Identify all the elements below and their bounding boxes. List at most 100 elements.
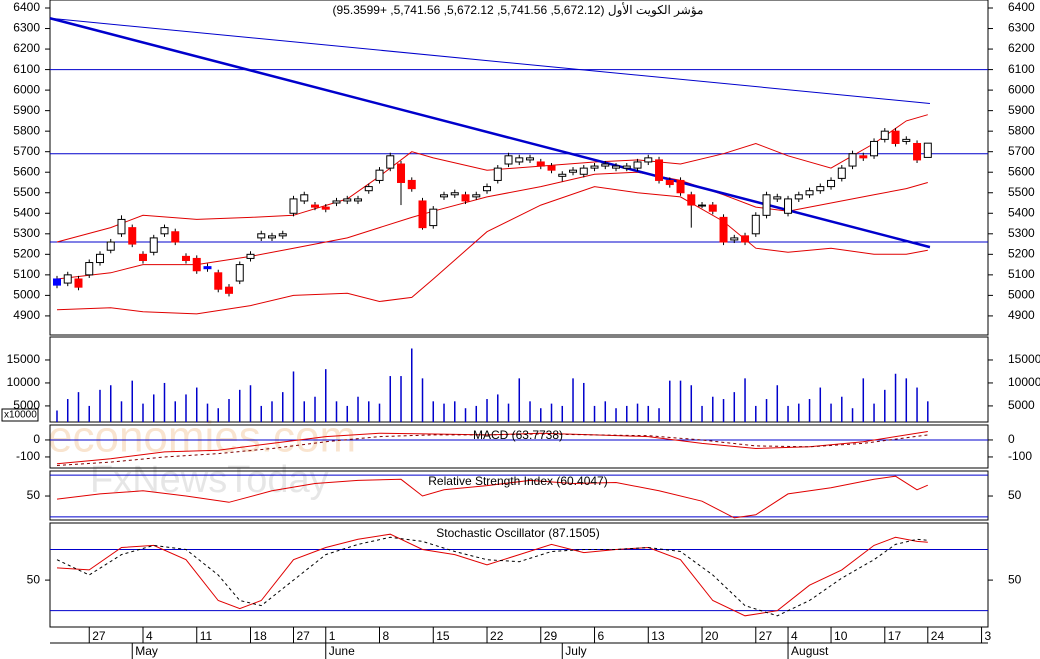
volume-bar [722, 399, 725, 422]
trend-line [49, 17, 930, 104]
candle-body [633, 161, 642, 169]
y-tick-label: 5800 [13, 123, 40, 137]
panel-title: MACD (63.7738) [473, 428, 563, 442]
y-tick-label: 15000 [1008, 352, 1040, 366]
candle-body [375, 169, 384, 181]
candle-body [622, 165, 631, 169]
candle-body [268, 235, 277, 239]
volume-bar [884, 389, 886, 422]
volume-bar [808, 399, 811, 422]
volume-bar [378, 403, 381, 422]
candle-body [407, 179, 416, 190]
chart-title: مؤشر الكويت الأول (5,672.12, 5,741.56, 5… [333, 2, 704, 17]
panel-title: Relative Strength Index (60.4047) [428, 474, 607, 488]
volume-bar [787, 405, 789, 422]
candle-body [117, 218, 126, 235]
candle-body [601, 163, 610, 167]
volume-bar [647, 405, 650, 422]
candle-body [687, 194, 696, 206]
bollinger-middle [56, 171, 928, 280]
volume-bar [679, 380, 682, 422]
candle-body [773, 196, 782, 200]
month-label: August [791, 644, 829, 658]
y-tick-label: 50 [27, 488, 41, 502]
x-tick-label: 8 [383, 629, 390, 643]
y-tick-label: 0 [33, 432, 40, 446]
candle-body [171, 231, 180, 243]
volume-bar [131, 380, 133, 422]
candle-body [569, 169, 578, 173]
volume-bar [195, 387, 198, 422]
x-tick-label: 4 [146, 629, 153, 643]
y-tick-label: 5200 [1008, 247, 1035, 261]
candle-body [515, 157, 524, 163]
volume-bar [841, 396, 843, 422]
candle-body [160, 227, 169, 235]
x-tick-label: 27 [759, 629, 773, 643]
y-tick-label: 6000 [1008, 82, 1035, 96]
candle-body [289, 198, 298, 214]
volume-bar [873, 403, 875, 422]
candle-body [418, 200, 427, 229]
volume-bar [626, 405, 628, 422]
volume-bar [88, 405, 90, 422]
candle-body [558, 173, 567, 177]
volume-bar [206, 403, 209, 422]
y-tick-label: 6400 [13, 0, 40, 14]
candle-body [794, 194, 803, 200]
panel-title: Stochastic Oscillator (87.1505) [436, 526, 599, 540]
x-tick-label: 4 [791, 629, 798, 643]
candle-body [364, 186, 373, 192]
y-tick-label: 5900 [1008, 103, 1035, 117]
candle-body [880, 130, 889, 140]
candle-body [483, 186, 492, 192]
volume-bar [540, 408, 542, 422]
volume-bar [776, 385, 779, 422]
volume-bar [755, 405, 757, 422]
candle-body [472, 194, 481, 198]
volume-bar [120, 401, 123, 422]
unit-label: x10000 [4, 410, 37, 421]
volume-bar [583, 382, 585, 422]
candle-body [461, 194, 470, 202]
candle-body [547, 165, 556, 171]
y-tick-label: -100 [1008, 449, 1032, 463]
month-label: June [329, 644, 355, 658]
unit-box [1, 408, 39, 422]
x-tick-label: 11 [200, 629, 213, 643]
candle-body [246, 253, 255, 259]
panel-frame [49, 470, 989, 521]
volume-bar [99, 389, 101, 422]
y-tick-label: -100 [16, 449, 40, 463]
y-tick-label: 5600 [13, 164, 40, 178]
candle-body [397, 163, 406, 183]
volume-bar [475, 405, 478, 422]
volume-bar [497, 394, 499, 422]
candle-body [579, 167, 588, 175]
candle-body [504, 155, 513, 165]
volume-bar [109, 385, 112, 422]
volume-bar [905, 378, 908, 422]
x-tick-label: 3 [985, 629, 992, 643]
y-tick-label: 6200 [1008, 41, 1035, 55]
candle-body [719, 216, 728, 243]
candle-body [805, 190, 814, 196]
candle-body [311, 204, 320, 208]
x-tick-label: 18 [254, 629, 268, 643]
volume-bar [163, 382, 166, 422]
x-tick-label: 29 [544, 629, 558, 643]
y-tick-label: 6000 [13, 82, 40, 96]
volume-bar [389, 376, 392, 422]
y-tick-label: 5400 [1008, 205, 1035, 219]
volume-bar [66, 399, 69, 422]
candle-body [74, 278, 83, 288]
month-label: July [565, 644, 586, 658]
y-tick-label: 4900 [13, 308, 40, 322]
candle-body [891, 130, 900, 144]
volume-bar [260, 405, 263, 422]
volume-bar [830, 403, 832, 422]
candle-body [52, 278, 61, 286]
candle-body [741, 235, 750, 243]
volume-bar [325, 369, 327, 422]
indicator-line [56, 431, 928, 465]
